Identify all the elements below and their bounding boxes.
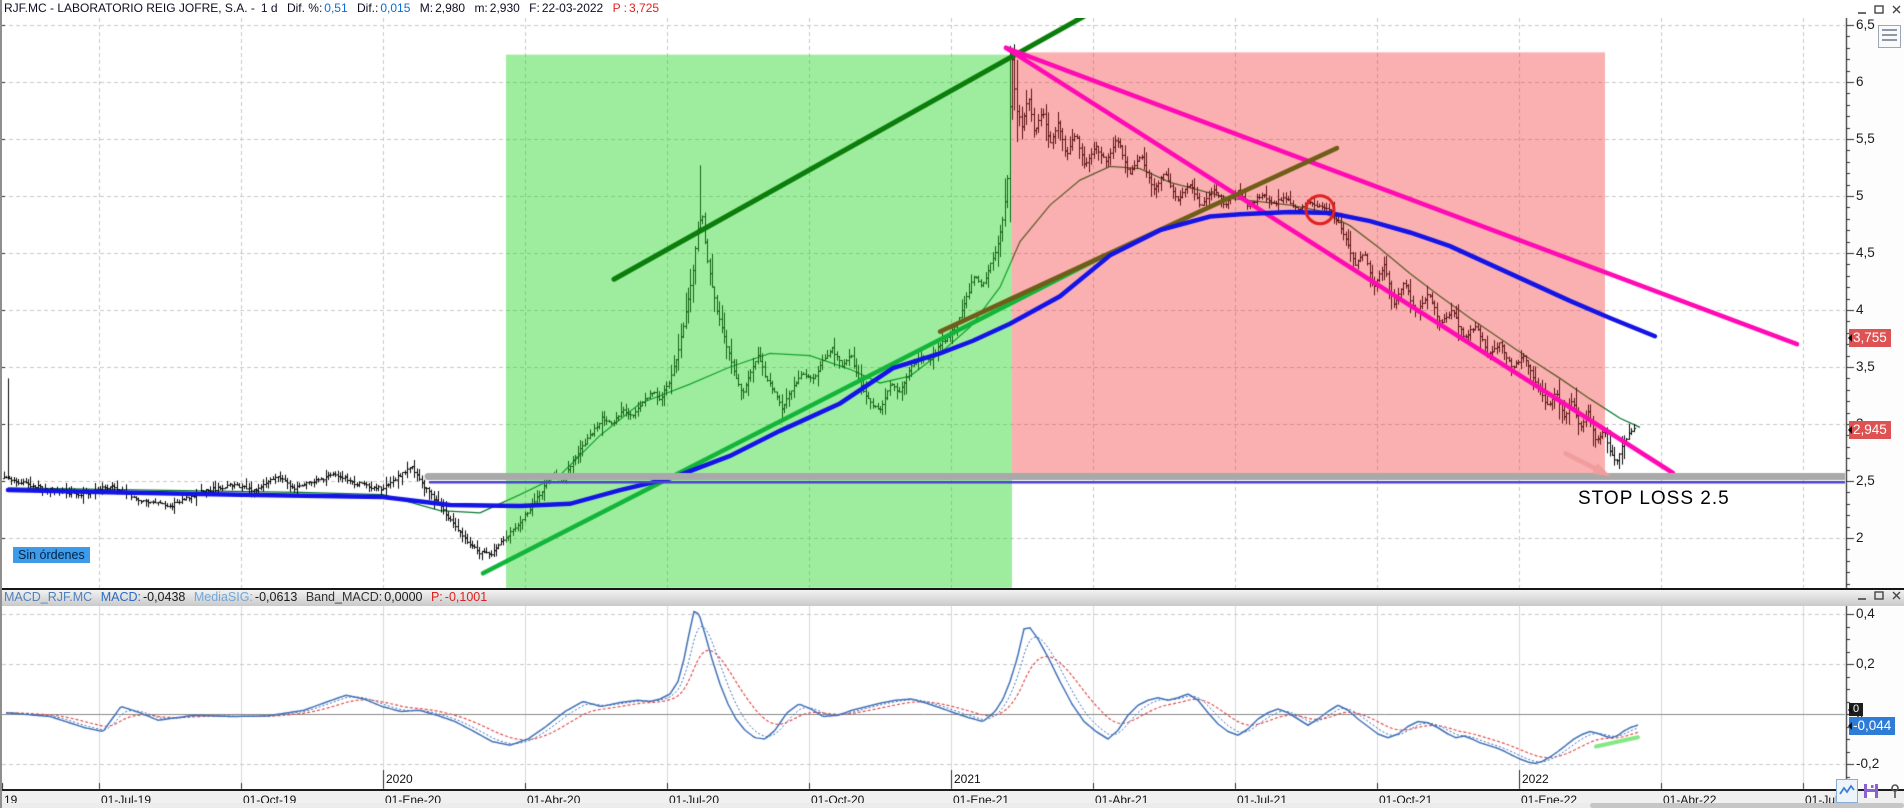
band-label: Band_MACD: [305, 590, 383, 604]
dif-pct-value: 0,51 [324, 1, 348, 15]
dif-pct-label: Dif. %: [286, 1, 323, 15]
price-tag: 2,945 [1848, 421, 1891, 440]
pin-icon[interactable] [1884, 779, 1904, 803]
session-high: 2,980 [435, 1, 466, 15]
session-low: 2,930 [489, 1, 520, 15]
maximize-icon[interactable] [1872, 4, 1887, 16]
macd-value: -0,0438 [142, 590, 186, 604]
orders-status-badge[interactable]: Sin órdenes [13, 547, 90, 563]
dif-value: 0,015 [380, 1, 411, 15]
maximize-icon[interactable] [1872, 590, 1887, 602]
macd-label: MACD: [100, 590, 141, 604]
quote-header-bar: RJF.MC - LABORATORIO REIG JOFRE, S.A. - 1… [0, 0, 1904, 18]
horizontal-scrollbar[interactable] [0, 803, 1904, 808]
scrollbar-thumb[interactable] [1590, 803, 1904, 808]
signal-label: MediaSIG: [193, 590, 253, 604]
year-label: 2021 [954, 772, 981, 786]
indicator-name: MACD_RJF.MC [4, 590, 93, 604]
year-label: 2020 [386, 772, 413, 786]
symbol-title: RJF.MC - LABORATORIO REIG JOFRE, S.A. - [4, 1, 255, 15]
macd-indicator-header-bar[interactable]: MACD_RJF.MC MACD: -0,0438 MediaSIG: -0,061… [0, 588, 1904, 606]
chart-mode-icon[interactable] [1836, 778, 1858, 803]
macd-window-controls [1853, 590, 1904, 602]
p-label: P: [430, 590, 443, 604]
chart-properties-icon[interactable] [1878, 25, 1901, 48]
band-value: 0,0000 [384, 590, 423, 604]
session-date-label: F: [529, 1, 540, 15]
minimize-icon[interactable] [1855, 4, 1870, 16]
panel-window-controls [1853, 4, 1904, 16]
bottom-toolbar [1836, 778, 1904, 803]
last-price-label: P : [612, 1, 628, 15]
session-low-label: m: [474, 1, 488, 15]
close-icon[interactable] [1889, 590, 1904, 602]
p-value: -0,1001 [444, 590, 488, 604]
minimize-icon[interactable] [1855, 590, 1870, 602]
timeframe: 1 d [260, 1, 278, 15]
last-price: 3,725 [629, 1, 660, 15]
window-left-border [0, 0, 2, 808]
save-icon[interactable] [1860, 779, 1882, 803]
session-high-label: M: [419, 1, 434, 15]
signal-value: -0,0613 [254, 590, 298, 604]
close-icon[interactable] [1889, 4, 1904, 16]
macd-tag: -0,044 [1847, 717, 1896, 735]
session-date: 22-03-2022 [541, 1, 604, 15]
stop-loss-annotation[interactable]: STOP LOSS 2.5 [1578, 488, 1730, 509]
year-label: 2022 [1522, 772, 1549, 786]
macd-tag: 0 [1847, 703, 1864, 716]
price-tag: 3,755 [1848, 328, 1891, 347]
dif-label: Dif.: [357, 1, 379, 15]
